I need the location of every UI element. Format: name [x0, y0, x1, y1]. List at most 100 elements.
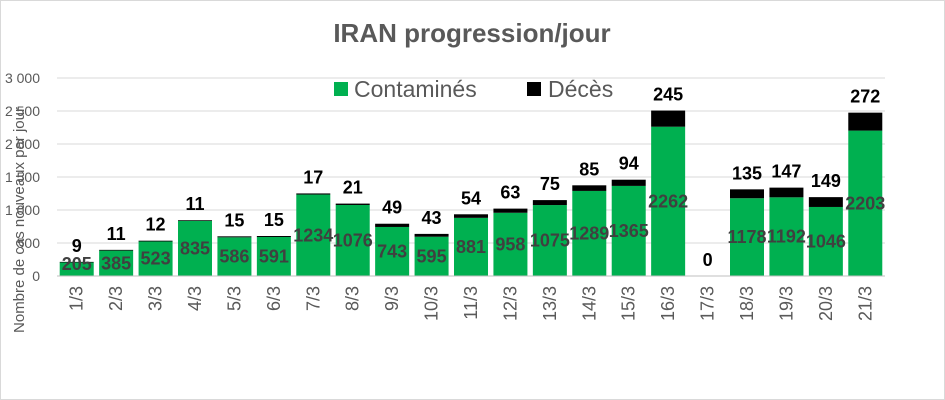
x-tick-label: 15/3 [619, 286, 639, 321]
x-tick-label: 7/3 [303, 286, 323, 311]
data-label-deces: 11 [107, 224, 126, 244]
bar-deces [769, 187, 804, 198]
bar-deces [808, 197, 843, 207]
x-tick-label: 1/3 [67, 286, 87, 311]
bar-layer [59, 110, 883, 276]
bar-deces [651, 110, 686, 127]
data-label-deces: 135 [732, 163, 762, 183]
y-tick-label: 500 [17, 235, 41, 251]
bar-deces [335, 203, 370, 205]
bar-deces [138, 240, 173, 242]
data-label-deces: 54 [461, 188, 481, 208]
chart-title: IRAN progression/jour [333, 18, 610, 48]
bar-contamines [217, 237, 252, 276]
data-label-contamines: 205 [62, 254, 92, 274]
bar-contamines [532, 205, 567, 276]
data-label-deces: 9 [72, 236, 82, 256]
data-label-contamines: 1046 [806, 231, 846, 251]
x-tick-label: 19/3 [776, 286, 796, 321]
data-label-contamines: 595 [417, 246, 447, 266]
x-tick-label: 3/3 [146, 286, 166, 311]
data-label-deces: 43 [422, 208, 442, 228]
bar-deces [611, 179, 646, 186]
x-tick-label: 4/3 [185, 286, 205, 311]
bar-deces [730, 189, 764, 199]
data-label-deces: 147 [771, 162, 801, 182]
x-tick-label: 10/3 [422, 286, 442, 321]
legend-swatch-contamines [334, 82, 348, 96]
bar-contamines [178, 220, 212, 276]
bar-contamines [375, 226, 410, 276]
y-tick-label: 1 000 [5, 202, 40, 218]
data-label-contamines: 958 [495, 234, 525, 254]
bar-contamines [848, 130, 883, 276]
bar-contamines [611, 185, 646, 276]
x-tick-label: 21/3 [855, 286, 875, 321]
data-label-deces: 15 [224, 210, 244, 230]
data-label-contamines: 1178 [727, 227, 766, 247]
bar-contamines [99, 250, 134, 276]
data-label-contamines: 586 [219, 247, 249, 267]
x-tick-label: 20/3 [816, 286, 836, 321]
bar-contamines [138, 241, 173, 276]
data-label-deces: 49 [382, 198, 402, 218]
data-label-contamines: 835 [180, 238, 210, 258]
x-tick-label: 17/3 [698, 286, 718, 321]
data-label-deces: 75 [540, 174, 560, 194]
data-label-deces: 85 [579, 159, 599, 179]
data-label-contamines: 2203 [845, 193, 885, 213]
bar-contamines [296, 194, 331, 276]
data-label-deces: 21 [343, 178, 363, 198]
bar-contamines [651, 126, 686, 276]
y-tick-label: 0 [32, 268, 40, 284]
data-label-deces: 12 [146, 215, 166, 235]
bar-deces [99, 249, 134, 251]
data-label-contamines: 1365 [609, 221, 649, 241]
data-label-contamines: 523 [141, 249, 171, 269]
data-label-deces: 17 [303, 167, 323, 187]
data-label-contamines: 1076 [333, 230, 373, 250]
y-axis-label: Nombre de cas nouveaux par jour [11, 107, 28, 333]
data-label-contamines: 2262 [648, 191, 688, 211]
data-label-deces: 149 [811, 171, 841, 191]
data-label-deces: 0 [703, 250, 713, 270]
data-label-deces: 245 [653, 85, 683, 105]
data-label-contamines: 591 [259, 246, 289, 266]
bar-deces [414, 233, 449, 237]
x-tick-label: 8/3 [343, 286, 363, 311]
x-tick-label: 2/3 [106, 286, 126, 311]
data-label-deces: 94 [619, 154, 639, 174]
x-tick-label: 5/3 [224, 286, 244, 311]
bar-contamines [808, 206, 843, 276]
bar-deces [493, 208, 528, 213]
bar-contamines [730, 198, 764, 276]
bar-deces [296, 193, 331, 195]
bar-deces [217, 236, 252, 238]
x-tick-label: 9/3 [382, 286, 402, 311]
bar-deces [572, 185, 607, 191]
data-label-deces: 63 [500, 183, 520, 203]
bar-deces [256, 236, 291, 237]
bar-deces [375, 223, 410, 227]
bar-deces [848, 112, 883, 131]
data-label-contamines: 1289 [569, 223, 609, 243]
bar-contamines [256, 236, 291, 276]
data-label-contamines: 743 [377, 241, 407, 261]
bar-contamines [493, 212, 528, 276]
bar-deces [59, 261, 94, 263]
data-label-deces: 11 [185, 194, 204, 214]
x-tick-label: 12/3 [500, 286, 520, 321]
data-label-contamines: 1192 [767, 227, 806, 247]
x-tick-label: 14/3 [579, 286, 599, 321]
bar-deces [532, 200, 567, 206]
x-tick-label: 16/3 [658, 286, 678, 321]
bar-contamines [769, 197, 804, 276]
data-label-contamines: 881 [456, 237, 486, 257]
bar-contamines [335, 204, 370, 276]
axis-layer: 0 500 1 000 1 500 2 000 2 500 3 000 1/3 2/3 3/3 4/… [5, 70, 885, 321]
y-tick-label: 2 000 [5, 136, 40, 152]
bar-deces [178, 220, 212, 221]
legend-label-deces: Décès [548, 76, 613, 102]
